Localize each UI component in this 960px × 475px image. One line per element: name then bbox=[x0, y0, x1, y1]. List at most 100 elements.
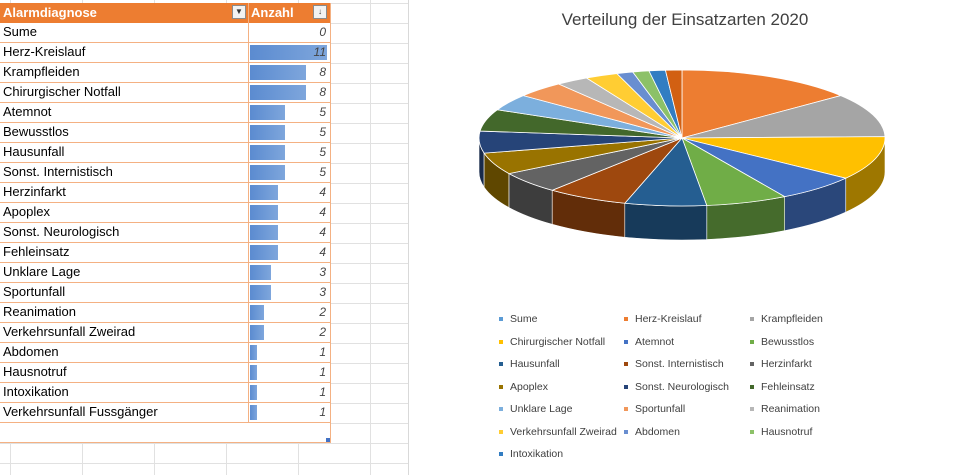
data-bar bbox=[250, 345, 257, 360]
table-body: Sume 0 Herz-Kreislauf 11 Krampfleiden 8 Chirur… bbox=[0, 23, 330, 423]
legend-item[interactable]: Chirurgischer Notfall bbox=[499, 336, 605, 348]
row-name: Sportunfall bbox=[3, 284, 66, 299]
legend-label: Sportunfall bbox=[635, 403, 686, 415]
legend-item[interactable]: Sume bbox=[499, 313, 537, 325]
legend-item[interactable]: Verkehrsunfall Zweirad bbox=[499, 426, 617, 438]
legend-item[interactable]: Reanimation bbox=[750, 403, 820, 415]
pie-slice-chirurgischer-notfall[interactable] bbox=[681, 136, 886, 179]
legend-label: Unklare Lage bbox=[510, 403, 573, 415]
legend-swatch bbox=[624, 317, 628, 322]
row-value: 4 bbox=[319, 185, 326, 199]
legend-label: Bewusstlos bbox=[761, 335, 815, 348]
table-header: Alarmdiagnose ▼ Anzahl ↓ bbox=[0, 3, 330, 23]
row-name: Verkehrsunfall Zweirad bbox=[3, 324, 136, 339]
table-row[interactable]: Chirurgischer Notfall 8 bbox=[0, 83, 330, 103]
row-value: 4 bbox=[319, 245, 326, 259]
row-name: Intoxikation bbox=[3, 384, 69, 399]
legend-swatch bbox=[499, 407, 503, 412]
row-name: Herz-Kreislauf bbox=[3, 44, 86, 59]
table-row[interactable]: Krampfleiden 8 bbox=[0, 63, 330, 83]
data-bar bbox=[250, 105, 285, 120]
legend-item[interactable]: Hausunfall bbox=[499, 358, 560, 370]
row-name: Verkehrsunfall Fussgänger bbox=[3, 404, 158, 419]
legend-item[interactable]: Sonst. Neurologisch bbox=[624, 381, 729, 393]
table-row[interactable]: Fehleinsatz 4 bbox=[0, 243, 330, 263]
legend-item[interactable]: Hausnotruf bbox=[750, 426, 812, 438]
data-bar bbox=[250, 385, 257, 400]
legend-item[interactable]: Atemnot bbox=[624, 336, 674, 348]
table-row[interactable]: Bewusstlos 5 bbox=[0, 123, 330, 143]
data-bar bbox=[250, 285, 271, 300]
legend-label: Apoplex bbox=[510, 380, 548, 393]
data-bar bbox=[250, 85, 306, 100]
header-anzahl: Anzahl bbox=[251, 5, 294, 20]
legend-item[interactable]: Sportunfall bbox=[624, 403, 685, 415]
table-row[interactable]: Herzinfarkt 4 bbox=[0, 183, 330, 203]
table-row[interactable]: Hausunfall 5 bbox=[0, 143, 330, 163]
legend-item[interactable]: Bewusstlos bbox=[750, 336, 814, 348]
pie-slice-side bbox=[624, 202, 708, 241]
table-row[interactable]: Hausnotruf 1 bbox=[0, 363, 330, 383]
table-row[interactable]: Sportunfall 3 bbox=[0, 283, 330, 303]
table-row[interactable]: Intoxikation 1 bbox=[0, 383, 330, 403]
row-name: Chirurgischer Notfall bbox=[3, 84, 121, 99]
alarm-table: Alarmdiagnose ▼ Anzahl ↓ Sume 0 Herz-Kreis… bbox=[0, 3, 330, 443]
legend-swatch bbox=[499, 362, 503, 367]
table-row[interactable]: Reanimation 2 bbox=[0, 303, 330, 323]
row-name: Atemnot bbox=[3, 104, 52, 119]
table-row[interactable]: Sonst. Internistisch 5 bbox=[0, 163, 330, 183]
table-row[interactable]: Herz-Kreislauf 11 bbox=[0, 43, 330, 63]
legend-swatch bbox=[750, 407, 754, 412]
legend-item[interactable]: Apoplex bbox=[499, 381, 548, 393]
chart-title: Verteilung der Einsatzarten 2020 bbox=[561, 10, 809, 29]
row-name: Sonst. Internistisch bbox=[3, 164, 113, 179]
legend-item[interactable]: Herz-Kreislauf bbox=[624, 313, 702, 325]
row-value: 2 bbox=[319, 305, 326, 319]
sort-descending-icon[interactable]: ↓ bbox=[313, 5, 327, 19]
table-right-border bbox=[330, 3, 331, 443]
pie-chart[interactable]: Verteilung der Einsatzarten 2020 Sume Her… bbox=[408, 0, 960, 475]
table-row[interactable]: Verkehrsunfall Zweirad 2 bbox=[0, 323, 330, 343]
legend-label: Abdomen bbox=[635, 425, 680, 438]
legend-swatch bbox=[624, 384, 628, 389]
table-row[interactable]: Unklare Lage 3 bbox=[0, 263, 330, 283]
row-name: Fehleinsatz bbox=[3, 244, 70, 259]
table-row[interactable]: Verkehrsunfall Fussgänger 1 bbox=[0, 403, 330, 423]
table-row[interactable]: Abdomen 1 bbox=[0, 343, 330, 363]
table-row[interactable]: Apoplex 4 bbox=[0, 203, 330, 223]
data-bar bbox=[250, 65, 306, 80]
legend-swatch bbox=[624, 407, 628, 412]
data-bar bbox=[250, 265, 271, 280]
data-bar bbox=[250, 165, 285, 180]
table-row[interactable]: Sume 0 bbox=[0, 23, 330, 43]
legend-item[interactable]: Fehleinsatz bbox=[750, 381, 815, 393]
legend-item[interactable]: Intoxikation bbox=[499, 448, 563, 460]
legend-swatch bbox=[750, 384, 754, 389]
data-bar bbox=[250, 205, 278, 220]
legend-label: Sonst. Neurologisch bbox=[635, 380, 729, 393]
legend-item[interactable]: Unklare Lage bbox=[499, 403, 572, 415]
data-bar bbox=[250, 305, 264, 320]
legend-label: Hausnotruf bbox=[761, 425, 813, 438]
row-value: 5 bbox=[319, 145, 326, 159]
legend-swatch bbox=[499, 339, 503, 344]
pie-slice-herz-kreislauf[interactable] bbox=[681, 69, 842, 139]
legend-swatch bbox=[750, 339, 754, 344]
row-name: Reanimation bbox=[3, 304, 76, 319]
legend-item[interactable]: Sonst. Internistisch bbox=[624, 358, 724, 370]
legend-item[interactable]: Abdomen bbox=[624, 426, 680, 438]
table-resize-handle[interactable] bbox=[326, 438, 330, 442]
legend-swatch bbox=[624, 429, 628, 434]
legend-label: Atemnot bbox=[635, 335, 675, 348]
legend-item[interactable]: Herzinfarkt bbox=[750, 358, 812, 370]
legend-label: Herzinfarkt bbox=[761, 358, 812, 370]
legend-swatch bbox=[499, 317, 503, 322]
legend-label: Krampfleiden bbox=[761, 313, 823, 325]
legend-item[interactable]: Krampfleiden bbox=[750, 313, 823, 325]
row-value: 2 bbox=[319, 325, 326, 339]
pie-slice-krampfleiden[interactable] bbox=[681, 95, 886, 139]
pie-slice-verkehrsunfall-fussg-nger[interactable] bbox=[664, 69, 683, 139]
table-row[interactable]: Atemnot 5 bbox=[0, 103, 330, 123]
filter-dropdown-icon[interactable]: ▼ bbox=[232, 5, 246, 19]
table-row[interactable]: Sonst. Neurologisch 4 bbox=[0, 223, 330, 243]
